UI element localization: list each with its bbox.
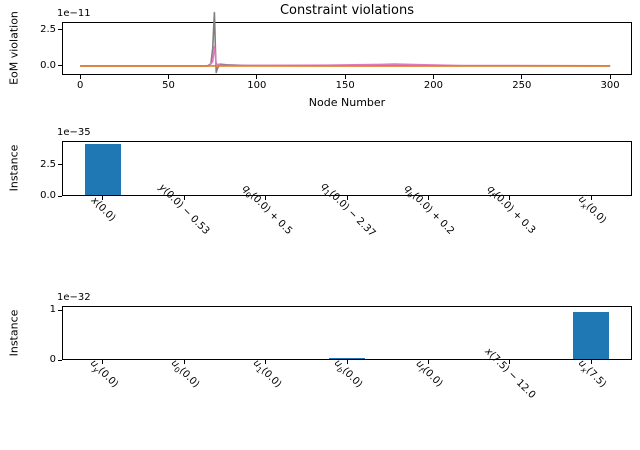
- x-tick-mark: [102, 196, 104, 200]
- x-tick-mark: [265, 196, 267, 200]
- x-tick-mark: [509, 196, 511, 200]
- x-tick-mark: [265, 360, 267, 364]
- constraint-violations-axes: [62, 22, 632, 75]
- y-offset-label-bottom: 1e−32: [57, 292, 91, 303]
- x-tick-label: 150: [335, 80, 355, 91]
- x-tick-mark: [427, 360, 429, 364]
- x-tick-mark: [509, 360, 511, 364]
- y-axis-label-top: EoM violation: [7, 11, 21, 85]
- x-tick-mark: [432, 75, 434, 79]
- x-tick-mark: [168, 75, 169, 79]
- x-tick-mark: [609, 75, 611, 79]
- y-tick-mark: [58, 29, 62, 31]
- x-tick-mark: [427, 196, 429, 200]
- x-tick-mark: [590, 196, 592, 200]
- x-tick-mark: [590, 360, 592, 364]
- x-tick-mark: [346, 360, 348, 364]
- x-tick-mark: [344, 75, 346, 79]
- y-tick-label: 0.0: [40, 190, 56, 201]
- instance-bar-axes-initial: [62, 141, 632, 196]
- instance-bar: [329, 358, 365, 359]
- x-tick-label: 100: [247, 80, 267, 91]
- y-tick-label: 1: [49, 304, 56, 315]
- instance-bar: [84, 143, 121, 195]
- x-tick-mark: [79, 75, 81, 79]
- y-tick-mark: [58, 164, 62, 166]
- y-tick-mark: [58, 309, 62, 311]
- y-offset-label-mid: 1e−35: [57, 127, 91, 138]
- y-tick-label: 2.5: [40, 23, 56, 35]
- x-tick-mark: [183, 196, 185, 200]
- y-tick-mark: [58, 195, 62, 197]
- x-tick-label: 0: [77, 80, 84, 91]
- y-tick-label: 0.0: [40, 59, 56, 71]
- x-tick-mark: [102, 360, 104, 364]
- y-tick-mark: [58, 359, 62, 361]
- x-tick-mark: [346, 196, 348, 200]
- x-tick-mark: [183, 360, 185, 364]
- x-tick-label: 300: [600, 80, 620, 91]
- y-axis-label-mid: Instance: [7, 144, 21, 192]
- instance-bar: [573, 311, 610, 359]
- x-tick-label: 50: [162, 80, 175, 91]
- y-axis-label-bottom: Instance: [7, 309, 21, 357]
- x-tick-mark: [521, 75, 523, 79]
- y-offset-label-top: 1e−11: [57, 8, 91, 19]
- x-tick-label: 200: [423, 80, 443, 91]
- x-tick-mark: [256, 75, 258, 79]
- y-tick-label: 0: [49, 354, 56, 365]
- y-tick-mark: [58, 65, 62, 67]
- x-tick-label: 250: [512, 80, 532, 91]
- instance-bar-axes-final: [62, 306, 632, 360]
- plot-title: Constraint violations: [279, 3, 415, 18]
- y-tick-label: 2.5: [40, 158, 56, 170]
- x-axis-label-top: Node Number: [308, 96, 386, 109]
